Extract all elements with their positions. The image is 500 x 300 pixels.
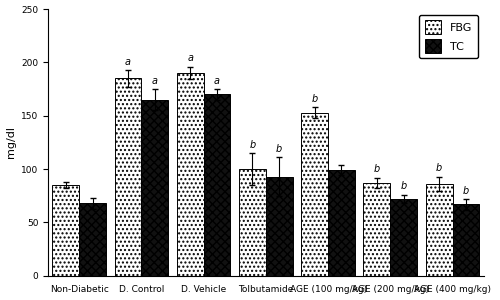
Bar xyxy=(364,183,390,276)
Text: b: b xyxy=(374,164,380,174)
Text: b: b xyxy=(400,182,407,191)
Text: b: b xyxy=(312,94,318,104)
Text: b: b xyxy=(250,140,256,150)
Text: a: a xyxy=(187,53,193,64)
Y-axis label: mg/dl: mg/dl xyxy=(6,126,16,158)
Text: b: b xyxy=(463,186,469,196)
Bar xyxy=(204,94,231,276)
Text: b: b xyxy=(436,163,442,173)
Bar xyxy=(452,204,479,276)
Bar xyxy=(426,184,452,276)
Bar xyxy=(266,176,292,276)
Bar xyxy=(328,170,355,276)
Bar xyxy=(390,199,417,276)
Bar xyxy=(239,169,266,276)
Legend: FBG, TC: FBG, TC xyxy=(419,15,478,59)
Text: b: b xyxy=(276,144,282,154)
Text: a: a xyxy=(152,76,158,86)
Bar xyxy=(177,73,204,276)
Bar xyxy=(79,203,106,276)
Bar xyxy=(114,78,141,276)
Bar xyxy=(302,112,328,276)
Bar xyxy=(142,100,168,276)
Text: a: a xyxy=(214,76,220,86)
Text: a: a xyxy=(125,57,131,67)
Bar xyxy=(52,185,79,276)
